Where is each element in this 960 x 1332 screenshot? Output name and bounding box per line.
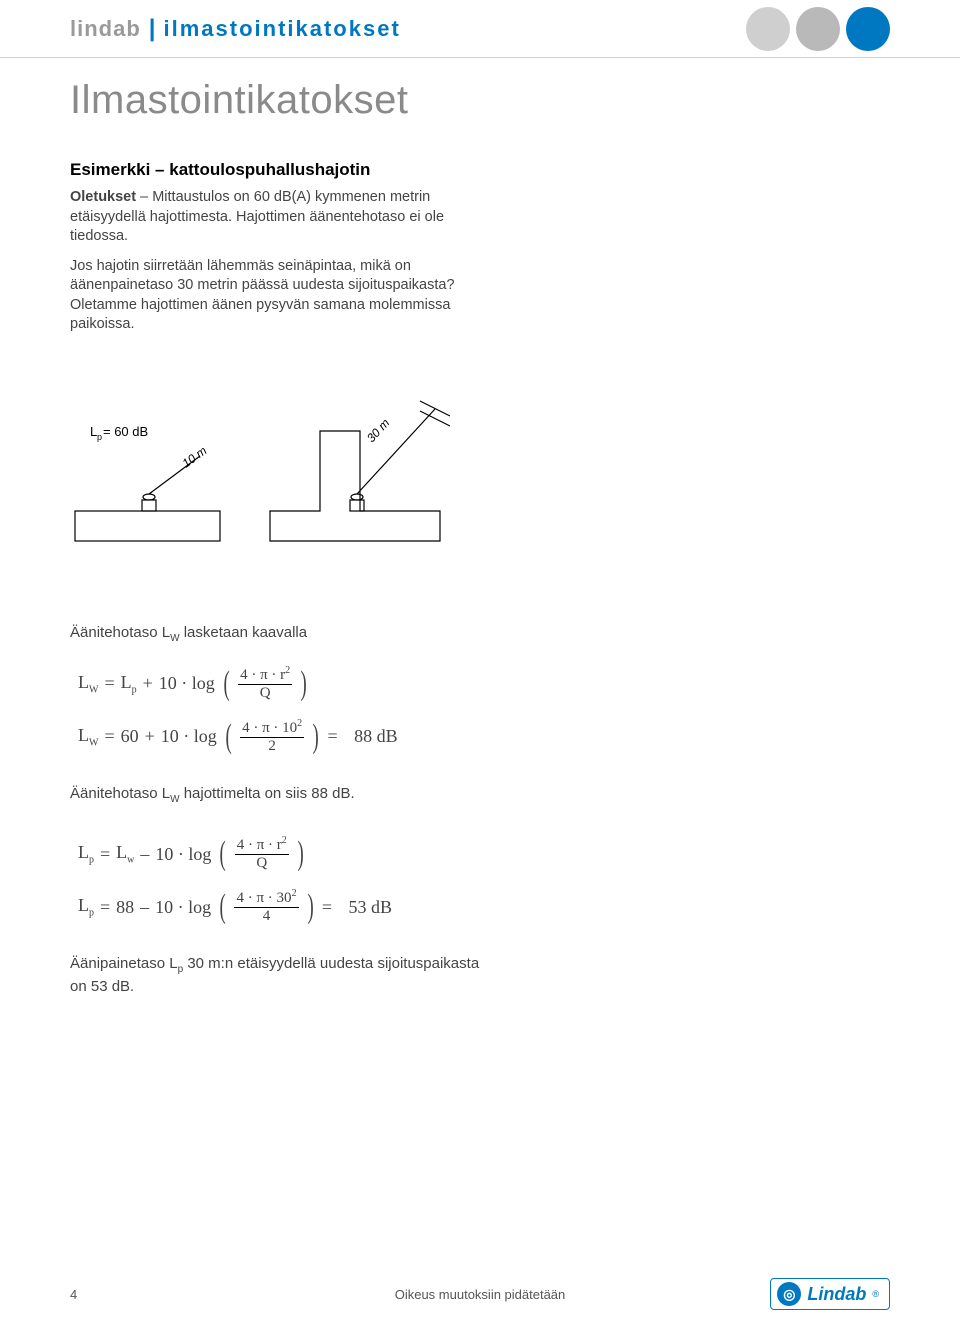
- example-column: Esimerkki – kattoulospuhallushajotin Ole…: [70, 159, 490, 997]
- eq4: Lp = 88 – 10 · log ( 4 · π · 302 4 ) = 5…: [78, 889, 490, 924]
- dot-3: [846, 7, 890, 51]
- logo-icon: ◎: [777, 1282, 801, 1306]
- svg-text:= 60 dB: = 60 dB: [103, 424, 148, 439]
- lindab-logo: ◎ Lindab ®: [770, 1278, 890, 1310]
- registered-icon: ®: [872, 1289, 879, 1299]
- diagram: L p = 60 dB 10 m 30 m: [70, 391, 490, 568]
- footer-rights: Oikeus muutoksiin pidätetään: [395, 1287, 566, 1302]
- eq1: LW = Lp + 10 · log ( 4 · π · r2 Q ): [78, 666, 490, 701]
- brand-separator: |: [149, 15, 156, 43]
- brand-lindab: lindab: [70, 16, 141, 42]
- formula-block-1: LW = Lp + 10 · log ( 4 · π · r2 Q ) LW =…: [70, 666, 490, 754]
- formula-block-2: Lp = Lw – 10 · log ( 4 · π · r2 Q ) Lp =…: [70, 836, 490, 924]
- brand-subtitle: ilmastointikatokset: [164, 16, 401, 42]
- page-header: lindab | ilmastointikatokset: [0, 0, 960, 58]
- footer: 4 Oikeus muutoksiin pidätetään ◎ Lindab …: [0, 1278, 960, 1310]
- brand-block: lindab | ilmastointikatokset: [70, 15, 401, 43]
- dot-2: [796, 7, 840, 51]
- page-number: 4: [70, 1287, 77, 1302]
- mid-line: Äänitehotaso LW hajottimelta on siis 88 …: [70, 784, 490, 807]
- eq3: Lp = Lw – 10 · log ( 4 · π · r2 Q ): [78, 836, 490, 871]
- assumptions-label: Oletukset: [70, 189, 136, 205]
- assumptions-para: Oletukset – Mittaustulos on 60 dB(A) kym…: [70, 188, 490, 247]
- header-dots: [746, 7, 890, 51]
- example-title: Esimerkki – kattoulospuhallushajotin: [70, 159, 490, 182]
- eq2: LW = 60 + 10 · log ( 4 · π · 102 2 ) = 8…: [78, 719, 490, 754]
- diagram-svg: L p = 60 dB 10 m 30 m: [70, 391, 450, 561]
- page-title: Ilmastointikatokset: [70, 78, 890, 123]
- content-area: Ilmastointikatokset Esimerkki – kattoulo…: [0, 58, 960, 997]
- intro-line: Äänitehotaso LW lasketaan kaavalla: [70, 623, 490, 646]
- logo-text: Lindab: [807, 1284, 866, 1305]
- svg-text:p: p: [97, 432, 102, 442]
- question-para: Jos hajotin siirretään lähemmäs seinäpin…: [70, 257, 490, 335]
- dist-10m: 10 m: [180, 443, 210, 470]
- outro-line: Äänipainetaso Lp 30 m:n etäisyydellä uud…: [70, 954, 490, 997]
- dot-1: [746, 7, 790, 51]
- dist-30m: 30 m: [364, 416, 392, 445]
